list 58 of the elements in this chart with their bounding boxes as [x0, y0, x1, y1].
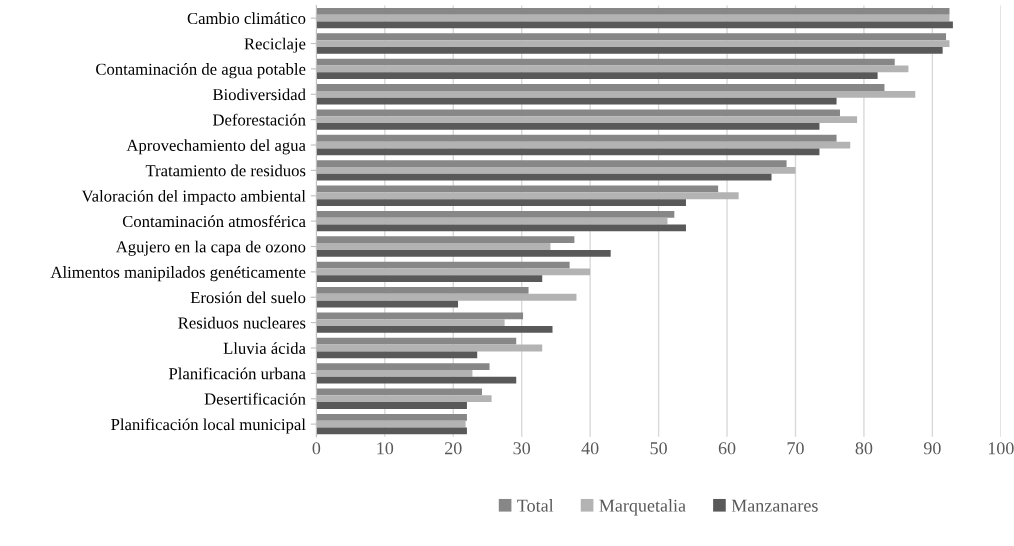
- y-tick-label: Contaminación de agua potable: [96, 63, 306, 79]
- y-tick-label: Cambio climático: [187, 12, 306, 25]
- y-tick-label: Valoración del impacto ambiental: [81, 189, 306, 206]
- bar: [316, 275, 543, 283]
- bar: [316, 8, 950, 15]
- bar: [316, 427, 467, 435]
- bar: [316, 402, 467, 409]
- bar: [316, 326, 553, 333]
- y-tick-label: Planificación urbana: [168, 367, 306, 380]
- bar: [316, 312, 524, 320]
- bar: [316, 413, 467, 421]
- x-tick-label: 60: [718, 442, 736, 455]
- legend-label: Marquetalia: [599, 499, 686, 516]
- bar: [316, 173, 772, 181]
- bar: [316, 363, 490, 370]
- y-tick-label: Planificación local municipal: [111, 418, 306, 434]
- x-tick-label: 70: [787, 442, 804, 455]
- bar: [316, 109, 840, 117]
- legend-label: Total: [517, 499, 554, 512]
- bar: [316, 199, 686, 206]
- y-tick-label: Lluvia ácida: [223, 342, 306, 354]
- x-tick-label: 50: [650, 442, 667, 455]
- x-tick-label: 20: [445, 442, 462, 455]
- y-tick-label: Contaminación atmosférica: [122, 215, 306, 228]
- bar: [316, 236, 575, 244]
- x-tick-label: 10: [377, 442, 394, 455]
- bar: [316, 287, 529, 294]
- x-tick-label: 100: [988, 442, 1014, 455]
- y-tick-label: Alimentos manipilados genéticamente: [50, 266, 306, 282]
- bar: [316, 72, 878, 80]
- legend-label: Manzanares: [731, 499, 818, 512]
- bar: [316, 123, 820, 130]
- bar: [316, 46, 943, 54]
- bar: [316, 160, 787, 167]
- x-tick-label: 0: [312, 442, 321, 455]
- y-tick-label: Tratamiento de residuos: [145, 164, 306, 177]
- bar: [316, 337, 517, 345]
- y-tick-label: Erosión del suelo: [190, 291, 306, 304]
- bar: [316, 33, 947, 41]
- bar: [316, 249, 611, 257]
- x-tick-label: 90: [923, 442, 941, 455]
- bar: [316, 376, 517, 384]
- bar: [316, 148, 820, 156]
- bar: [316, 84, 885, 91]
- bar: [316, 351, 478, 359]
- y-tick-label: Biodiversidad: [212, 88, 306, 101]
- x-tick-label: 40: [581, 442, 599, 455]
- bar: [316, 210, 675, 218]
- x-tick-label: 80: [855, 442, 873, 455]
- x-tick-label: 30: [513, 442, 531, 455]
- y-tick-label: Reciclaje: [244, 37, 306, 53]
- y-tick-label: Agujero en la capa de ozono: [115, 240, 306, 256]
- bar: [316, 134, 837, 142]
- bar: [316, 58, 895, 66]
- y-tick-label: Desertificación: [204, 392, 306, 405]
- y-tick-label: Deforestación: [212, 113, 306, 126]
- y-tick-label: Residuos nucleares: [178, 316, 306, 329]
- y-tick-label: Aprovechamiento del agua: [126, 139, 306, 155]
